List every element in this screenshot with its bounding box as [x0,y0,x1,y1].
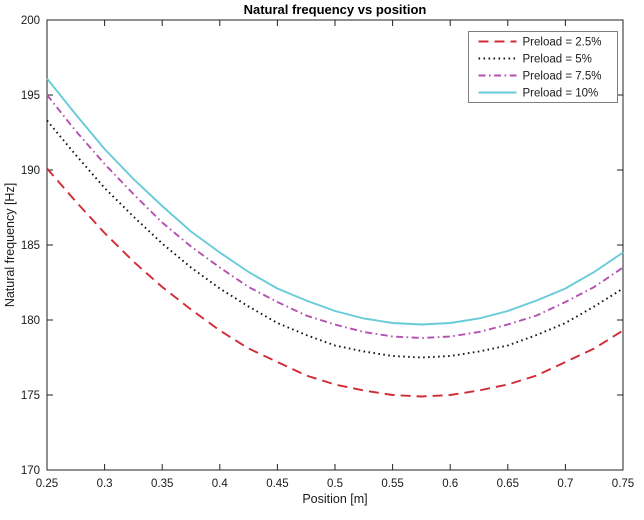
x-tick-label: 0.75 [612,478,634,490]
x-tick-label: 0.65 [497,478,519,490]
y-tick-label: 170 [21,465,40,477]
legend-layer: Preload = 2.5% Preload = 5% Preload = 7.5%… [468,31,618,103]
x-tick-label: 0.35 [151,478,173,490]
legend-label: Preload = 7.5% [523,71,602,83]
y-tick-label: 185 [21,240,40,252]
legend-label: Preload = 5% [523,54,592,66]
curve-preload-2.5- [46,167,624,398]
x-tick-label: 0.45 [266,478,288,490]
x-tick-label: 0.25 [36,478,58,490]
y-tick-label: 200 [21,15,40,27]
x-tick-label: 0.3 [97,478,113,490]
curve-preload-7.5- [46,94,624,339]
x-axis-label: Position [m] [302,492,367,506]
y-tick-label: 195 [21,90,40,102]
x-tick-label: 0.4 [212,478,229,490]
chart-title: Natural frequency vs position [244,2,427,17]
curve-preload-10- [46,77,624,326]
axes-layer: 0.25 0.3 0.35 0.4 0.45 0.5 0.55 0.6 0.65 0.7 0.75 1… [21,15,634,490]
x-tick-label: 0.7 [557,478,573,490]
legend-box [468,31,618,103]
y-tick-label: 190 [21,165,40,177]
y-axis-label: Natural frequency [Hz] [3,183,17,307]
curve-preload-5- [46,119,624,359]
legend-label: Preload = 10% [523,88,599,100]
y-tick-label: 175 [21,390,40,402]
legend-label: Preload = 2.5% [523,37,602,49]
x-tick-label: 0.5 [327,478,343,490]
x-tick-label: 0.6 [442,478,458,490]
x-tick-label: 0.55 [381,478,403,490]
y-tick-label: 180 [21,315,40,327]
series-layer [46,77,624,398]
